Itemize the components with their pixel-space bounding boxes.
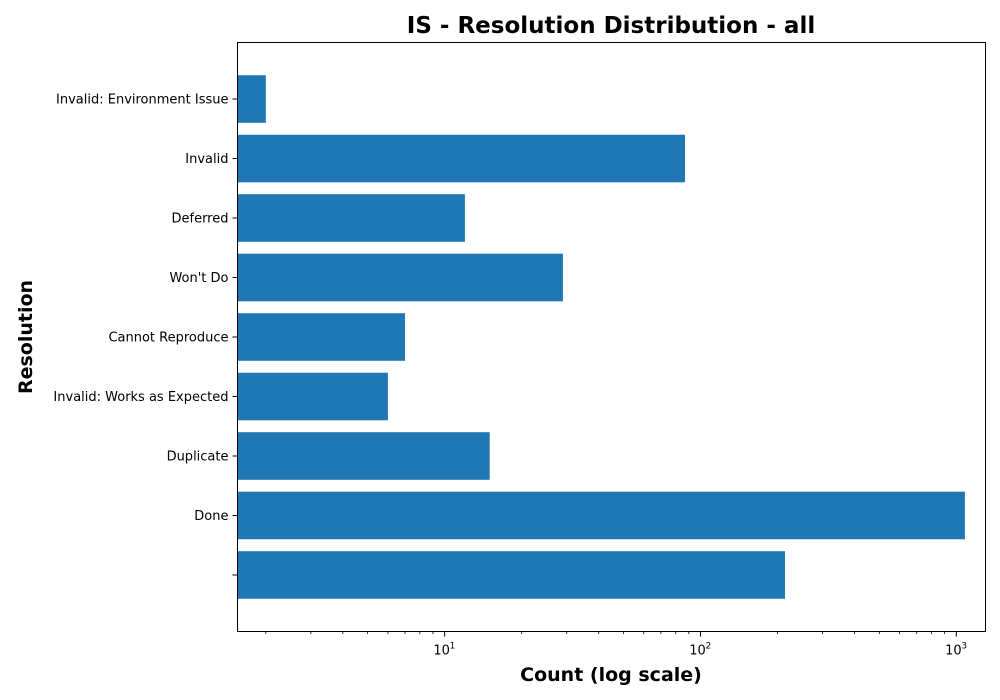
x-tick-label-exponent: 3 <box>961 642 967 652</box>
y-tick-label-invalid-environment-issue: Invalid: Environment Issue <box>56 93 228 108</box>
plot-frame <box>237 42 986 632</box>
x-tick-label: 10 <box>945 644 962 659</box>
x-tick-label-exponent: 1 <box>450 642 456 652</box>
x-tick-label-exponent: 2 <box>705 642 711 652</box>
x-tick-label: 10 <box>433 644 450 659</box>
bar-deferred <box>237 194 465 242</box>
y-axis: Done Duplicate Invalid: Works as Expected C… <box>53 93 238 576</box>
y-axis-label: Resolution <box>15 280 37 394</box>
y-tick-label-invalid: Invalid <box>185 152 228 167</box>
x-tick-label: 10 <box>689 644 706 659</box>
y-tick-label-invalid-works-as-expected: Invalid: Works as Expected <box>53 390 228 405</box>
y-tick-label-duplicate: Duplicate <box>167 449 229 464</box>
y-tick-label-won-t-do: Won't Do <box>169 271 228 286</box>
y-tick-label-cannot-reproduce: Cannot Reproduce <box>108 331 228 346</box>
y-tick-label-done: Done <box>194 509 228 524</box>
bar-invalid-environment-issue <box>237 75 266 123</box>
x-axis-label: Count (log scale) <box>520 664 702 686</box>
chart-title: IS - Resolution Distribution - all <box>407 13 815 39</box>
bar-cannot-reproduce <box>237 313 406 361</box>
bar-won-t-do <box>237 253 563 302</box>
y-tick-label-deferred: Deferred <box>171 212 228 227</box>
bar-invalid <box>237 134 686 183</box>
bars-group <box>237 75 965 599</box>
bar-done <box>237 491 965 540</box>
bar-duplicate <box>237 432 490 480</box>
bar-invalid-works-as-expected <box>237 372 388 421</box>
bar-blank <box>237 551 786 599</box>
